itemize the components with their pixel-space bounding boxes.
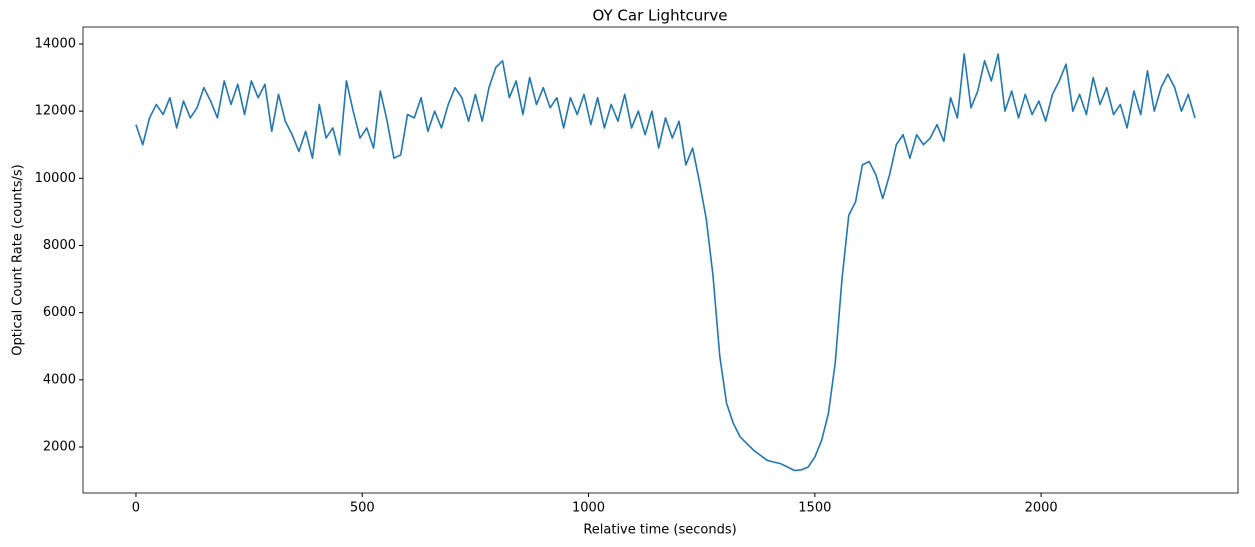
plot-frame <box>82 26 1239 494</box>
y-tick-label: 4000 <box>43 372 76 387</box>
y-tick-label: 6000 <box>43 305 76 320</box>
y-tick-label: 12000 <box>35 104 76 119</box>
x-tick-label: 0 <box>132 501 140 516</box>
y-tick-label: 14000 <box>35 36 76 51</box>
chart-title: OY Car Lightcurve <box>593 7 728 25</box>
y-axis-label: Optical Count Rate (counts/s) <box>11 164 26 355</box>
y-tick-label: 10000 <box>35 171 76 186</box>
data-line <box>135 53 1196 472</box>
y-tick-label: 2000 <box>43 439 76 454</box>
y-tick-label: 8000 <box>43 238 76 253</box>
x-axis-label: Relative time (seconds) <box>583 523 736 538</box>
x-tick-label: 1500 <box>798 501 831 516</box>
x-tick-label: 500 <box>350 501 375 516</box>
x-tick-label: 1000 <box>572 501 605 516</box>
x-tick-label: 2000 <box>1025 501 1058 516</box>
